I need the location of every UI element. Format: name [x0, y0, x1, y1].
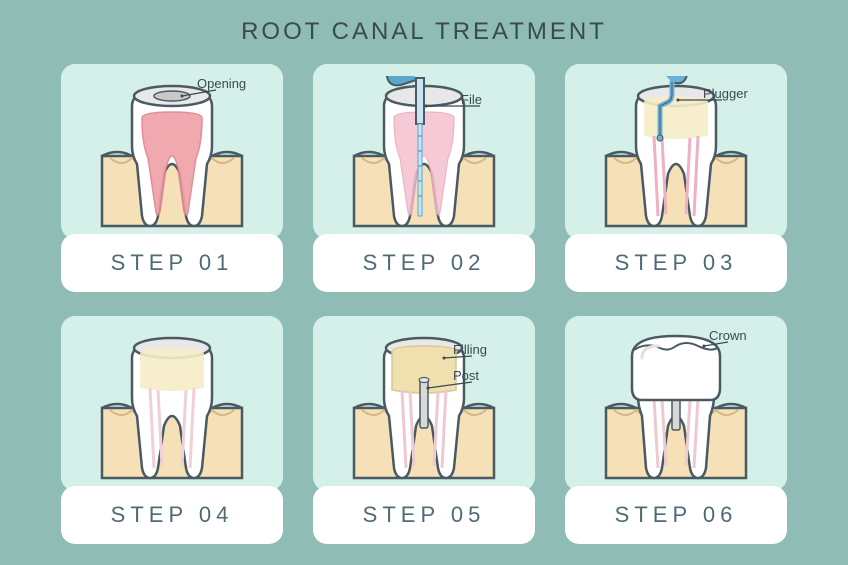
step-card-1: Opening STEP 01 [61, 64, 283, 292]
step-card-3: Plugger STEP 03 [565, 64, 787, 292]
step-label: STEP 04 [61, 486, 283, 544]
step-panel [61, 316, 283, 491]
step-label: STEP 02 [313, 234, 535, 292]
tooth-diagram-filled [334, 328, 514, 488]
step-panel: Opening [61, 64, 283, 239]
tooth-diagram-cleaned [82, 328, 262, 488]
step-panel: Crown [565, 316, 787, 491]
step-label: STEP 01 [61, 234, 283, 292]
tooth-diagram-opening [82, 76, 262, 236]
step-panel: File [313, 64, 535, 239]
callout-label: Crown [709, 328, 747, 343]
callout-label: Filling [453, 342, 487, 357]
step-card-2: File STEP 02 [313, 64, 535, 292]
step-card-5: Filling Post STEP 05 [313, 316, 535, 544]
tooth-diagram-crown [586, 328, 766, 488]
step-card-6: Crown STEP 06 [565, 316, 787, 544]
callout-label: Opening [197, 76, 246, 91]
callout-label: Post [453, 368, 479, 383]
step-card-4: STEP 04 [61, 316, 283, 544]
step-panel: Plugger [565, 64, 787, 239]
step-panel: Filling Post [313, 316, 535, 491]
tooth-diagram-file [334, 76, 514, 236]
step-label: STEP 03 [565, 234, 787, 292]
step-label: STEP 05 [313, 486, 535, 544]
step-label: STEP 06 [565, 486, 787, 544]
page-title: ROOT CANAL TREATMENT [0, 0, 848, 46]
callout-label: Plugger [703, 86, 748, 101]
steps-grid: Opening STEP 01 [0, 64, 848, 544]
callout-label: File [461, 92, 482, 107]
